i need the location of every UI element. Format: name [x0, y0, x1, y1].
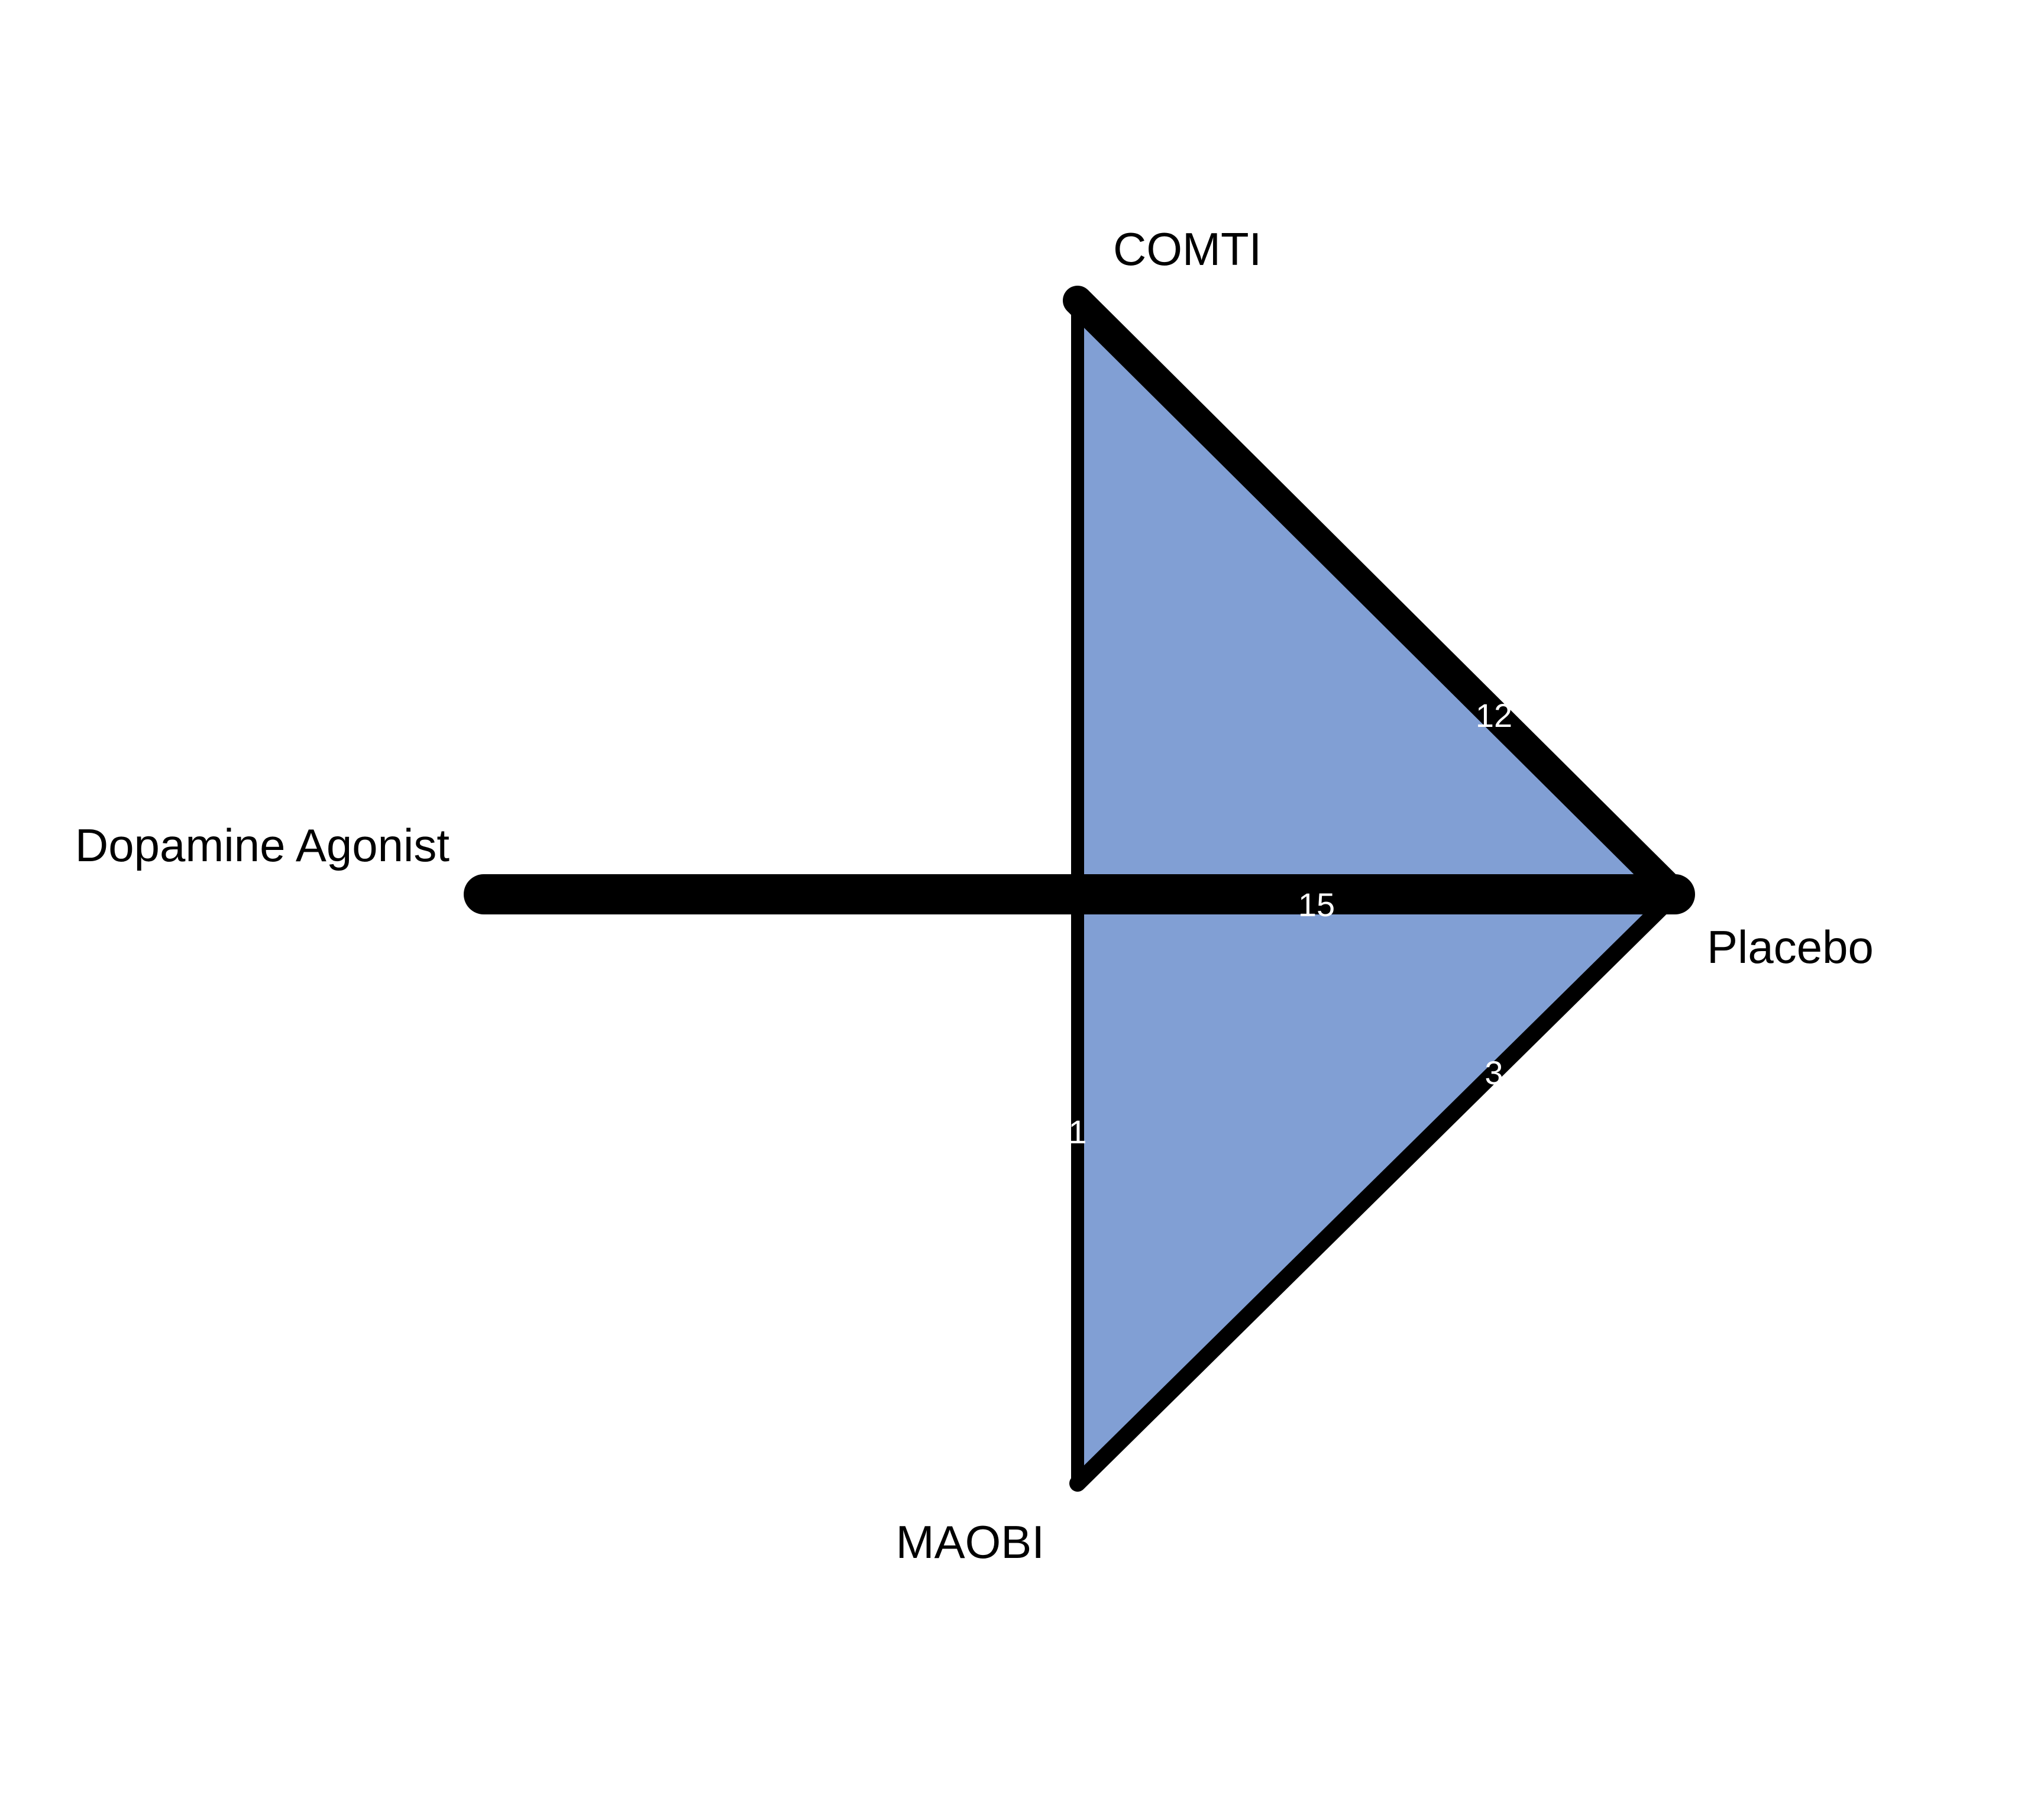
- node-label-maobi: MAOBI: [896, 1516, 1044, 1568]
- node-label-dopamine: Dopamine Agonist: [75, 819, 449, 871]
- edge-label-comti-maobi: 1: [1068, 1113, 1086, 1150]
- edge-label-maobi-placebo: 3: [1485, 1054, 1503, 1091]
- edge-label-dopamine-placebo: 15: [1298, 886, 1335, 923]
- edge-maobi-placebo: [1069, 886, 1683, 1492]
- edge-label-comti-placebo: 12: [1476, 697, 1512, 734]
- edge-labels-layer: 12 15 3 1: [1068, 697, 1512, 1150]
- node-labels-layer: COMTI Placebo Dopamine Agonist MAOBI: [75, 223, 1874, 1568]
- node-label-comti: COMTI: [1113, 223, 1262, 275]
- edges-layer: [464, 286, 1695, 1492]
- node-label-placebo: Placebo: [1707, 921, 1874, 973]
- edge-comti-placebo: [1063, 286, 1690, 909]
